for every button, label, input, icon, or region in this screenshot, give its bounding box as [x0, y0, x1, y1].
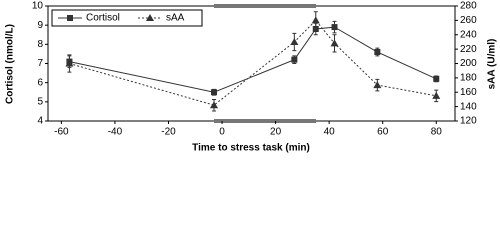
y-tick-label: 6 [37, 77, 43, 88]
marker [311, 16, 320, 24]
y2-tick-label: 160 [460, 87, 477, 98]
marker [331, 24, 338, 31]
marker [290, 37, 299, 45]
y-axis-title: Cortisol (nmol/L) [5, 24, 16, 104]
y-tick-label: 5 [37, 96, 43, 107]
y-tick-label: 10 [32, 1, 44, 12]
series-line [69, 19, 437, 106]
x-tick-label: 20 [270, 127, 282, 138]
y2-axis-title: sAA (U/ml) [487, 39, 498, 90]
marker [433, 75, 440, 82]
y2-tick-label: 140 [460, 101, 477, 112]
marker [330, 39, 339, 47]
legend-box [51, 9, 203, 27]
x-tick-label: -40 [108, 127, 123, 138]
marker [210, 101, 219, 109]
legend-label: Cortisol [86, 13, 120, 24]
y-tick-label: 4 [37, 116, 43, 127]
y2-tick-label: 200 [460, 58, 477, 69]
x-tick-label: 80 [431, 127, 443, 138]
x-tick-label: -60 [54, 127, 69, 138]
y2-tick-label: 220 [460, 44, 477, 55]
marker [211, 89, 218, 96]
marker [65, 59, 74, 67]
y-tick-label: 8 [37, 39, 43, 50]
legend-marker [146, 14, 154, 21]
legend-marker [67, 15, 73, 21]
x-axis-title: Time to stress task (min) [192, 143, 310, 154]
marker [374, 49, 381, 55]
y2-tick-label: 180 [460, 73, 477, 84]
legend-label: sAA [166, 13, 185, 24]
chart: Time to stress task (min) Cortisol (nmol… [5, 1, 498, 154]
y-tick-label: 7 [37, 58, 43, 69]
y2-tick-label: 280 [460, 1, 477, 12]
marker [432, 91, 441, 99]
x-tick-label: 60 [377, 127, 389, 138]
y2-tick-label: 240 [460, 29, 477, 40]
y2-tick-label: 260 [460, 15, 477, 26]
marker [373, 81, 382, 89]
marker [291, 56, 298, 63]
x-tick-label: -20 [161, 127, 176, 138]
x-tick-label: 40 [324, 127, 336, 138]
y2-tick-label: 120 [460, 116, 477, 127]
x-tick-label: 0 [219, 127, 225, 138]
series-line [69, 26, 437, 93]
y-tick-label: 9 [37, 20, 43, 31]
